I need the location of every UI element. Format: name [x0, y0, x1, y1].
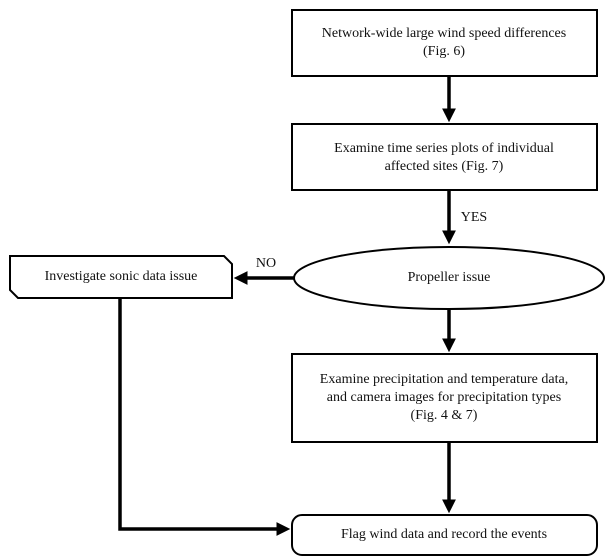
- arrow: [118, 298, 291, 536]
- node-text: Network-wide large wind speed difference…: [322, 26, 566, 41]
- node-text: Investigate sonic data issue: [45, 269, 198, 284]
- node-text: Flag wind data and record the events: [341, 527, 547, 542]
- node-text: Examine time series plots of individual: [334, 141, 554, 156]
- node-text: affected sites (Fig. 7): [385, 159, 504, 174]
- box-flag: [291, 514, 598, 556]
- box-precipitation: [291, 353, 598, 443]
- edge-label: NO: [256, 256, 276, 271]
- box-start: [291, 9, 598, 77]
- box-sonic: [9, 255, 233, 299]
- box-time-series: [291, 123, 598, 191]
- node-text: Examine precipitation and temperature da…: [320, 372, 568, 387]
- node-text: Propeller issue: [408, 270, 491, 285]
- node-text: (Fig. 6): [423, 44, 465, 59]
- node-text: (Fig. 4 & 7): [411, 408, 478, 423]
- edge-label: YES: [461, 210, 487, 225]
- node-text: and camera images for precipitation type…: [327, 390, 561, 405]
